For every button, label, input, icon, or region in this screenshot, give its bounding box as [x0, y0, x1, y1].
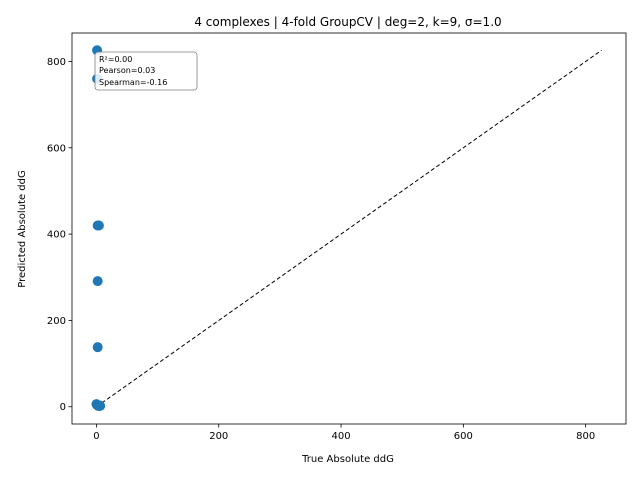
y-tick-label: 200 — [47, 316, 66, 327]
data-point — [95, 400, 106, 411]
plot-frame — [71, 32, 627, 425]
stats-annotation-box: R²=0.00 Pearson=0.03 Spearman=-0.16 — [94, 51, 198, 91]
y-tick-label: 400 — [47, 230, 66, 241]
data-point — [92, 276, 103, 287]
x-tick-label: 600 — [454, 431, 473, 442]
y-axis-label: Predicted Absolute ddG — [17, 170, 28, 287]
x-axis-label: True Absolute ddG — [301, 454, 394, 465]
data-point — [92, 342, 103, 353]
x-tick-label: 200 — [209, 431, 228, 442]
identity-reference-line — [96, 49, 602, 408]
data-point — [93, 220, 104, 231]
y-tick-label: 0 — [60, 402, 66, 413]
y-axis-ticks: 0 200 400 600 800 — [47, 57, 72, 413]
stats-spearman: Spearman=-0.16 — [99, 78, 167, 87]
x-axis-ticks: 0 200 400 600 800 — [93, 424, 595, 442]
chart-title: 4 complexes | 4-fold GroupCV | deg=2, k=… — [194, 15, 501, 29]
stats-r2: R²=0.00 — [99, 55, 132, 64]
x-tick-label: 0 — [93, 431, 99, 442]
stats-pearson: Pearson=0.03 — [99, 66, 155, 75]
reference-line-layer — [96, 49, 602, 408]
stats-box-background — [94, 51, 198, 91]
x-tick-label: 400 — [332, 431, 351, 442]
x-tick-label: 800 — [576, 431, 595, 442]
y-tick-label: 600 — [47, 143, 66, 154]
y-tick-label: 800 — [47, 57, 66, 68]
